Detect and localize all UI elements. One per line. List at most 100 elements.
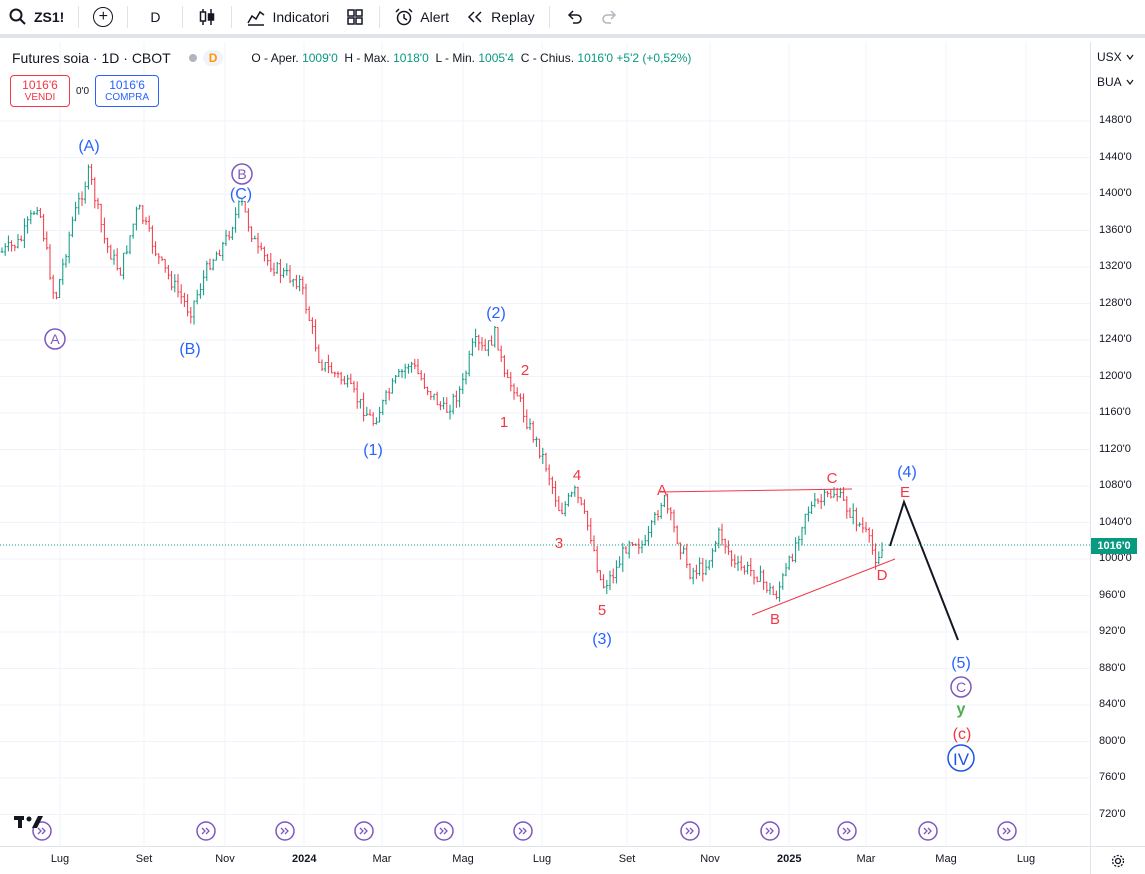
candle — [592, 535, 596, 552]
buy-button[interactable]: 1016'6 COMPRA — [95, 75, 160, 107]
time-tick-label: Mar — [372, 853, 392, 865]
data-delay-badge[interactable]: D — [202, 50, 224, 66]
candle — [272, 262, 276, 277]
chart-settings-button[interactable] — [1090, 846, 1145, 874]
candle — [589, 518, 593, 544]
economic-event-icon[interactable] — [196, 821, 216, 841]
wave-label: (5) — [951, 655, 971, 672]
economic-event-icon[interactable] — [918, 821, 938, 841]
candle — [275, 261, 279, 274]
wave-label: 2 — [521, 362, 529, 379]
alert-button[interactable]: Alert — [386, 0, 457, 36]
indicators-button[interactable]: Indicatori — [238, 0, 337, 36]
economic-event-icon[interactable] — [997, 821, 1017, 841]
candle — [871, 529, 874, 555]
candle — [800, 526, 804, 546]
candle — [653, 511, 657, 526]
candle — [810, 501, 813, 515]
candle — [266, 253, 269, 266]
candle — [35, 207, 39, 216]
candle — [679, 542, 682, 560]
compare-button[interactable]: + — [85, 0, 121, 36]
candle — [211, 258, 215, 271]
candle — [371, 412, 375, 426]
candle — [301, 276, 305, 295]
replay-button[interactable]: Replay — [457, 0, 543, 36]
price-tick-label: 1240'0 — [1099, 333, 1132, 345]
wave-label: D — [877, 567, 888, 584]
candle — [451, 393, 455, 415]
economic-event-icon[interactable] — [513, 821, 533, 841]
layouts-button[interactable] — [337, 0, 373, 36]
candle — [563, 501, 567, 517]
candle — [759, 565, 762, 582]
candle — [682, 545, 685, 554]
candle — [10, 240, 13, 252]
candle — [346, 374, 349, 388]
price-chart[interactable]: (A) (B) (C) (1) (2) (3) (4) (5) A B C 1 … — [0, 42, 1090, 846]
candle — [525, 409, 529, 430]
unit-selector[interactable]: BUA — [1097, 75, 1134, 89]
wave-label: (3) — [592, 631, 612, 648]
wave-label: A — [50, 331, 60, 347]
undo-button[interactable] — [556, 0, 592, 36]
candle — [736, 555, 740, 572]
economic-event-icon[interactable] — [434, 821, 454, 841]
candle — [339, 372, 343, 385]
candle — [317, 344, 321, 363]
economic-event-icon[interactable] — [837, 821, 857, 841]
candle — [378, 406, 381, 423]
candle — [554, 480, 557, 507]
currency-selector[interactable]: USX — [1097, 50, 1134, 64]
tradingview-logo[interactable] — [14, 814, 44, 835]
economic-event-icon[interactable] — [354, 821, 374, 841]
candle — [224, 229, 228, 246]
wave-label: 5 — [598, 602, 606, 619]
instrument-title[interactable]: Futures soia · 1D · CBOT — [12, 50, 171, 66]
candle — [285, 263, 289, 276]
elliott-wave-drawings — [0, 488, 1090, 641]
symbol-search[interactable]: ZS1! — [0, 0, 72, 36]
candle — [874, 543, 877, 570]
economic-event-icon[interactable] — [680, 821, 700, 841]
high-label: H - Max. — [344, 51, 390, 65]
candle — [519, 393, 522, 403]
candle — [51, 274, 55, 299]
candle — [714, 540, 717, 553]
candle — [618, 556, 621, 568]
candle — [327, 354, 330, 374]
economic-event-icon[interactable] — [760, 821, 780, 841]
candle — [381, 399, 385, 416]
candle — [170, 270, 173, 291]
candle — [311, 317, 314, 334]
toolbar-divider — [78, 6, 80, 28]
time-axis[interactable]: Lug Set Nov 2024 Mar Mag Lug Set Nov 2025 Mar Mag Lu… — [0, 846, 1090, 874]
change-value: +5'2 (+0,52%) — [616, 51, 692, 65]
price-axis[interactable]: 1480'0 1440'0 1400'0 1360'0 1320'0 1280'0 1240… — [1090, 42, 1145, 846]
price-tick-label: 1360'0 — [1099, 223, 1132, 236]
interval-button[interactable]: D — [134, 0, 176, 36]
sell-button[interactable]: 1016'6 VENDI — [10, 75, 70, 107]
candle — [691, 567, 695, 585]
price-tick-label: 920'0 — [1099, 625, 1126, 637]
candle — [663, 494, 666, 508]
candle — [279, 258, 282, 284]
projection-path — [889, 499, 959, 641]
candle — [419, 370, 423, 381]
wave-labels: (A) (B) (C) (1) (2) (3) (4) (5) A B C 1 … — [44, 138, 975, 772]
toolbar-divider — [182, 6, 184, 28]
chart-type-button[interactable] — [189, 0, 225, 36]
candle — [819, 493, 823, 510]
candle — [336, 371, 340, 378]
candle — [87, 164, 90, 190]
candle — [637, 538, 641, 555]
candle — [445, 397, 449, 413]
candle — [90, 163, 93, 185]
candle — [218, 249, 221, 257]
redo-button[interactable] — [592, 0, 628, 36]
candle — [23, 218, 26, 248]
top-toolbar: ZS1! + D Indicatori Alert Replay — [0, 0, 1145, 38]
economic-event-icon[interactable] — [275, 821, 295, 841]
time-tick-label: Lug — [532, 853, 552, 865]
chart-pane[interactable]: (A) (B) (C) (1) (2) (3) (4) (5) A B C 1 … — [0, 42, 1090, 846]
